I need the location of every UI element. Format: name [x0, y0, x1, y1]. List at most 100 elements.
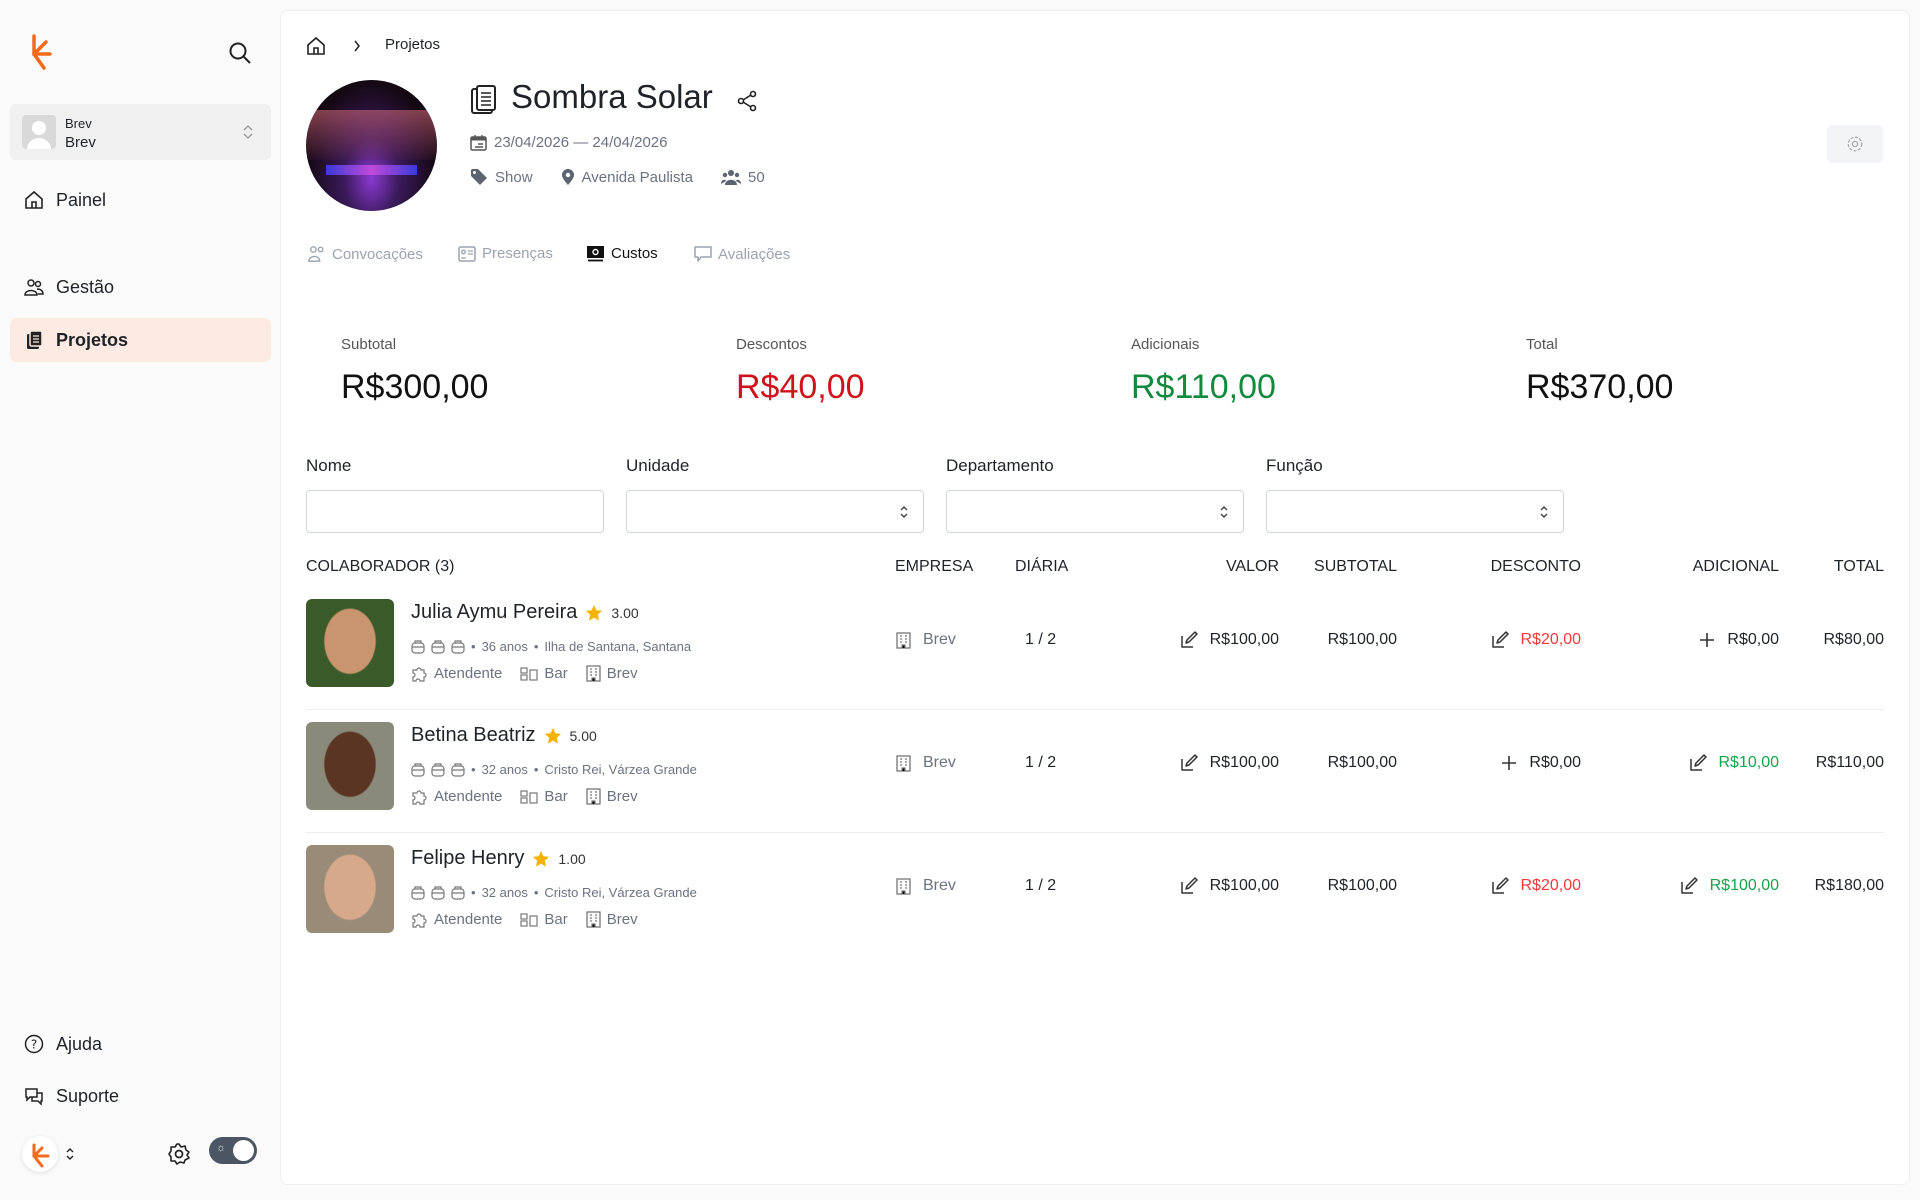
add-adicional-icon[interactable]	[1699, 632, 1715, 648]
tab-label: Presenças	[482, 245, 553, 262]
sidebar-item-ajuda[interactable]: ? Ajuda	[10, 1022, 271, 1066]
departamento-select[interactable]	[946, 490, 1244, 533]
header-subtotal: SUBTOTAL	[1314, 558, 1397, 575]
subtotal: R$100,00	[1327, 754, 1397, 771]
project-category: Show	[495, 168, 533, 186]
sidebar-item-projetos[interactable]: Projetos	[10, 318, 271, 362]
search-icon[interactable]	[228, 41, 252, 65]
bag-icon	[431, 639, 445, 654]
building-icon	[896, 877, 911, 895]
bag-icon	[451, 885, 465, 900]
header-empresa: EMPRESA	[895, 558, 974, 575]
edit-valor-icon[interactable]	[1180, 754, 1198, 772]
diaria: 1 / 2	[1025, 877, 1057, 894]
summary-total-value: R$370,00	[1526, 368, 1674, 406]
empresa-cell: Brev	[896, 754, 956, 772]
summary-adicionais-label: Adicionais	[1131, 336, 1200, 353]
empresa-cell: Brev	[896, 631, 956, 649]
nome-input[interactable]	[306, 490, 604, 533]
location-icon	[561, 168, 575, 186]
brand-logo-icon[interactable]	[30, 34, 56, 70]
main-panel	[280, 10, 1910, 1185]
sidebar-item-label: Projetos	[56, 329, 129, 350]
subtotal: R$100,00	[1327, 877, 1397, 894]
summary-subtotal-label: Subtotal	[341, 336, 397, 353]
tab-presencas[interactable]: Presenças	[458, 245, 553, 262]
clipboard-icon	[24, 330, 44, 350]
brand-logo-icon	[32, 1143, 50, 1168]
desconto: R$20,00	[1520, 631, 1582, 648]
org-switcher[interactable]	[22, 1136, 58, 1172]
place: Ilha de Santana, Santana	[544, 639, 692, 654]
project-dates: 23/04/2026 — 24/04/2026	[470, 134, 667, 151]
departamento-label: Departamento	[946, 456, 1054, 475]
building-icon	[586, 665, 601, 682]
project-meta: Show Avenida Paulista 50	[470, 168, 765, 186]
chat-icon	[24, 1086, 44, 1106]
empresa: Brev	[923, 877, 956, 894]
edit-valor-icon[interactable]	[1180, 631, 1198, 649]
tab-avaliacoes[interactable]: Avaliações	[694, 245, 790, 263]
avatar	[22, 115, 56, 149]
desconto-cell: R$0,00	[1501, 754, 1581, 772]
unidade-select[interactable]	[626, 490, 924, 533]
settings-icon[interactable]	[167, 1142, 191, 1166]
valor: R$100,00	[1209, 754, 1279, 771]
table-row: Betina Beatriz 5.00 • 32 anos • Cristo Rei, …	[306, 710, 1884, 833]
theme-toggle[interactable]: ☼	[209, 1137, 257, 1164]
sidebar-item-label: Suporte	[56, 1085, 120, 1106]
bag-icon	[411, 639, 425, 654]
sidebar-item-suporte[interactable]: Suporte	[10, 1074, 271, 1118]
sidebar-item-painel[interactable]: Painel	[10, 178, 271, 222]
sun-icon: ☼	[216, 1142, 227, 1154]
people-icon	[721, 169, 741, 185]
bag-icon	[431, 885, 445, 900]
table-row: Julia Aymu Pereira 3.00 • 36 anos • Ilha de …	[306, 587, 1884, 710]
user-switcher[interactable]: Brev Brev	[10, 104, 271, 160]
project-settings-button[interactable]	[1827, 125, 1883, 163]
edit-desconto-icon[interactable]	[1491, 877, 1509, 895]
user-org: Brev	[65, 116, 92, 131]
tab-custos[interactable]: Custos	[586, 245, 658, 262]
edit-adicional-icon[interactable]	[1680, 877, 1698, 895]
collaborator-name[interactable]: Felipe Henry	[411, 847, 525, 869]
header-diaria: DIÁRIA	[1015, 558, 1069, 575]
breadcrumb-current[interactable]: Projetos	[385, 36, 441, 53]
tab-convocacoes[interactable]: Convocações	[308, 245, 423, 263]
toggle-knob	[233, 1140, 254, 1161]
building-icon	[586, 911, 601, 928]
home-icon	[24, 190, 44, 210]
puzzle-icon	[411, 665, 428, 682]
desconto-cell: R$20,00	[1491, 877, 1581, 895]
total: R$80,00	[1823, 631, 1885, 648]
valor-cell: R$100,00	[1180, 877, 1279, 895]
funcao-select[interactable]	[1266, 490, 1564, 533]
edit-valor-icon[interactable]	[1180, 877, 1198, 895]
collaborator-name[interactable]: Betina Beatriz	[411, 724, 536, 746]
collaborator-name[interactable]: Julia Aymu Pereira	[411, 601, 578, 623]
sidebar-item-gestao[interactable]: Gestão	[10, 265, 271, 309]
puzzle-icon	[411, 788, 428, 805]
tab-label: Convocações	[332, 245, 423, 263]
collaborator-tags: Atendente Bar Brev	[411, 911, 638, 928]
edit-adicional-icon[interactable]	[1689, 754, 1707, 772]
role: Atendente	[434, 665, 503, 682]
header-colaborador: COLABORADOR (3)	[306, 558, 455, 575]
empresa: Brev	[923, 754, 956, 771]
chevron-updown-icon[interactable]	[65, 1146, 75, 1162]
add-desconto-icon[interactable]	[1501, 755, 1517, 771]
home-icon[interactable]	[306, 36, 326, 56]
age: 36 anos	[481, 639, 528, 654]
comment-icon	[694, 245, 712, 263]
summary-adicionais-value: R$110,00	[1131, 368, 1276, 406]
summary-descontos-label: Descontos	[736, 336, 807, 353]
edit-desconto-icon[interactable]	[1491, 631, 1509, 649]
summary-total-label: Total	[1526, 336, 1558, 353]
place: Cristo Rei, Várzea Grande	[544, 762, 697, 777]
building-icon	[896, 631, 911, 649]
sidebar-item-label: Ajuda	[56, 1033, 103, 1054]
role: Atendente	[434, 788, 503, 805]
cash-icon	[586, 245, 605, 262]
date-range: 23/04/2026 — 24/04/2026	[494, 134, 668, 151]
share-icon[interactable]	[736, 90, 758, 112]
